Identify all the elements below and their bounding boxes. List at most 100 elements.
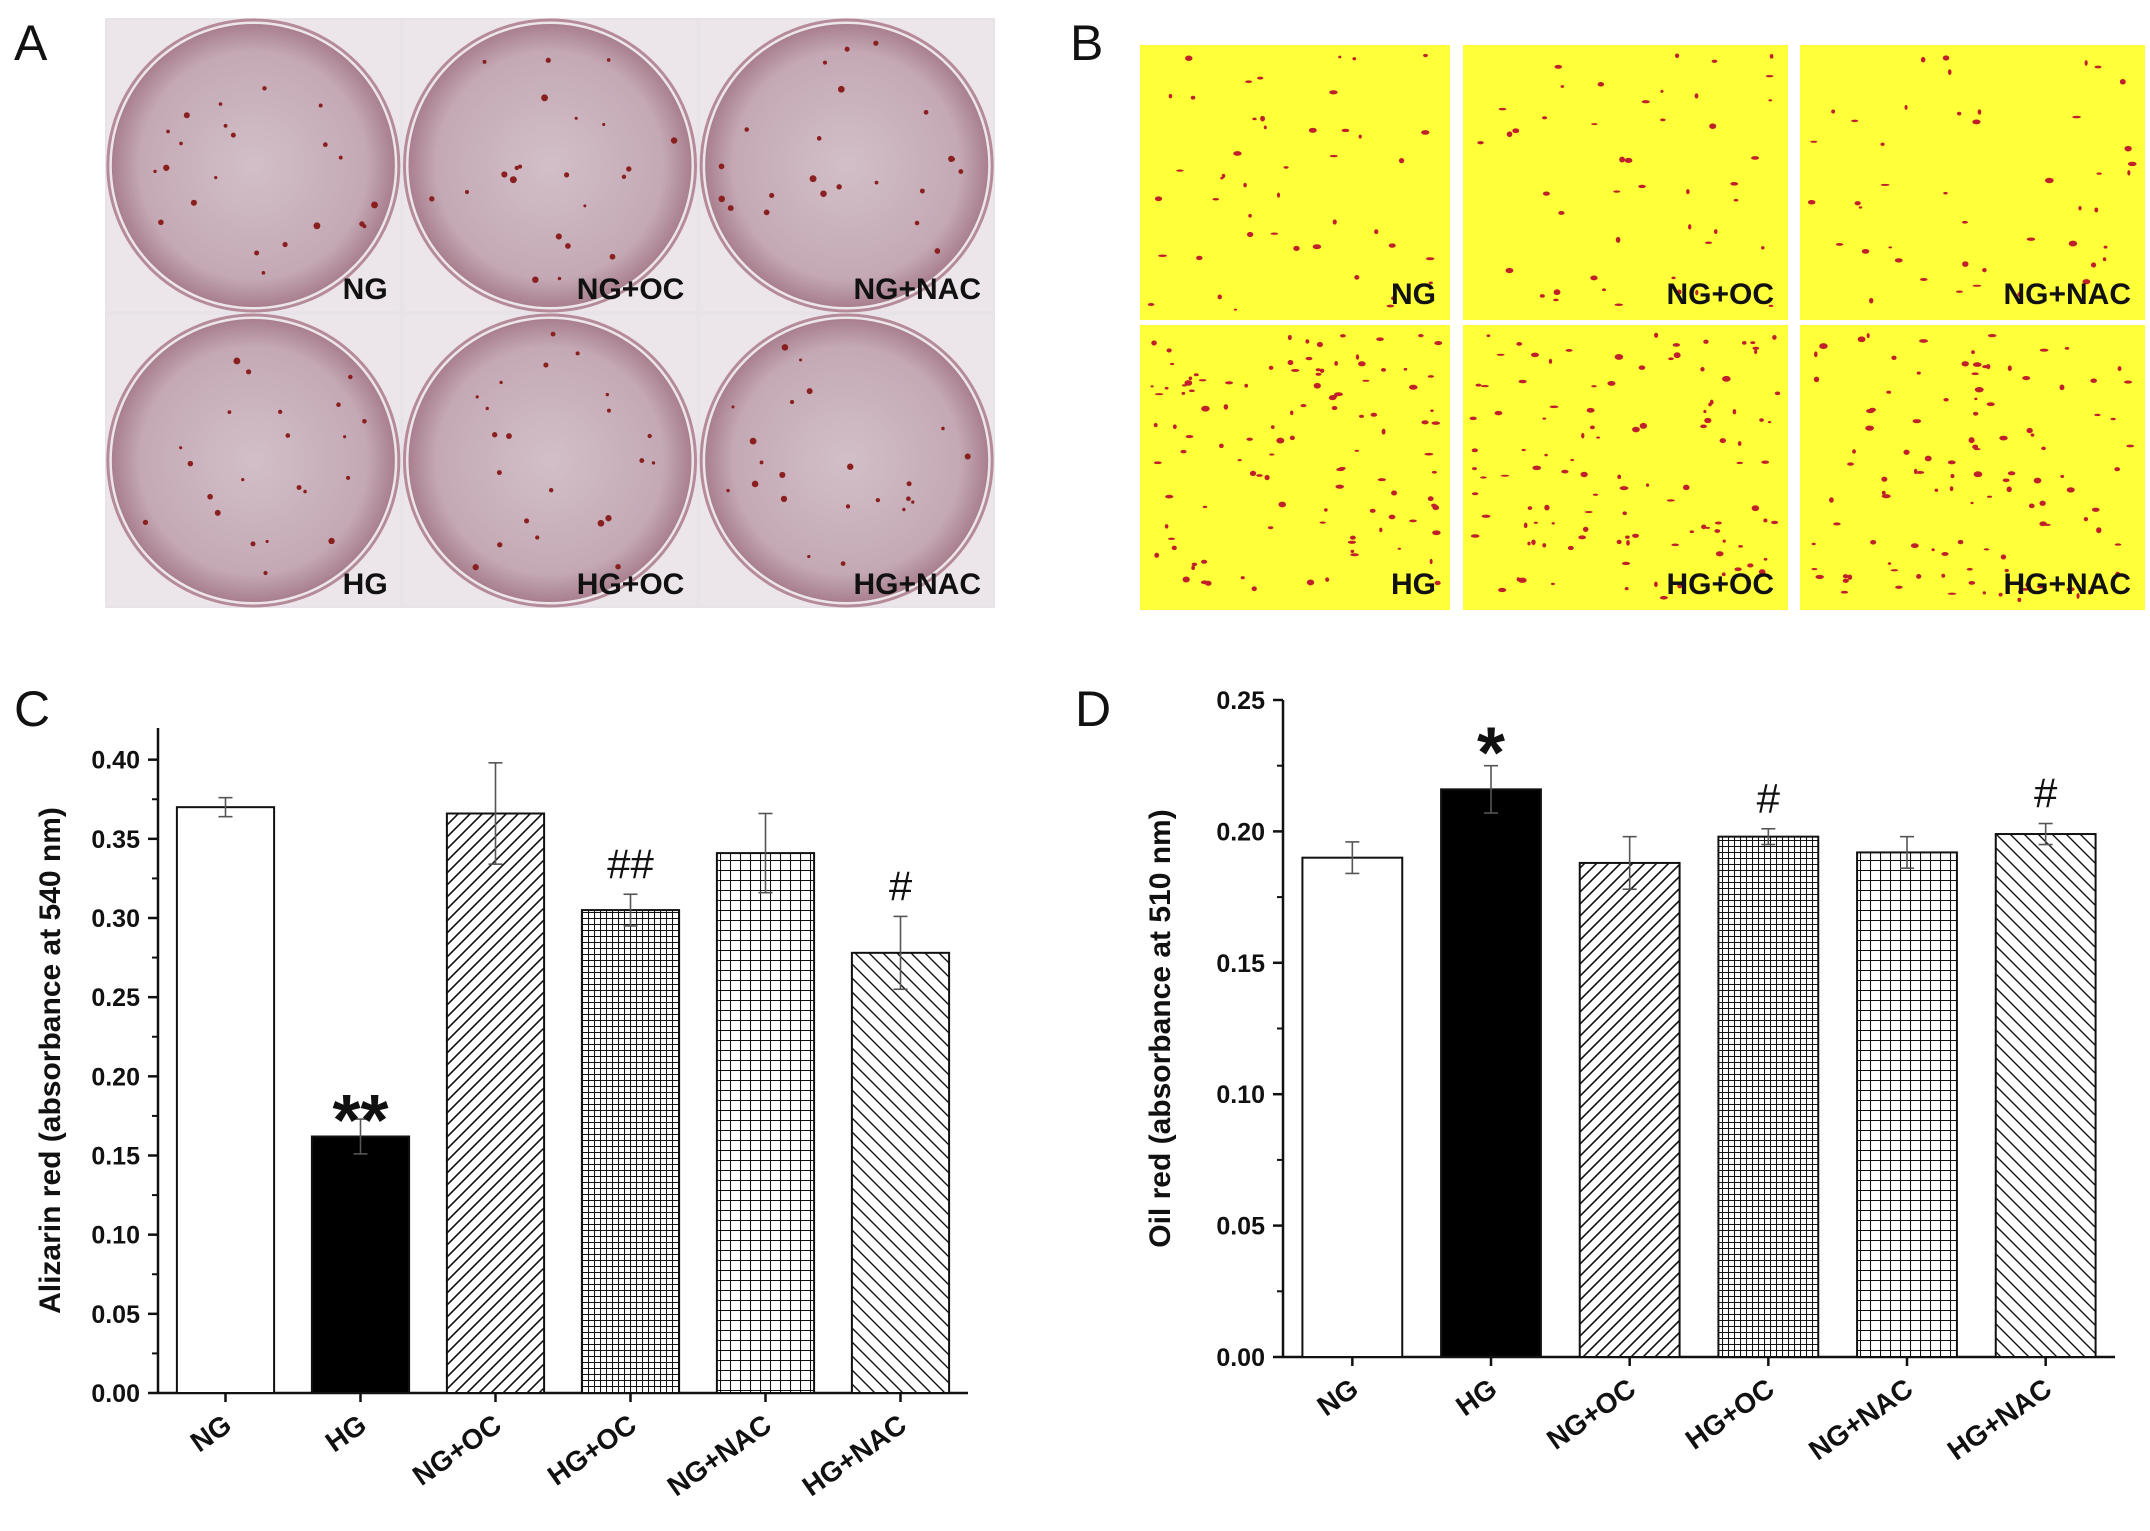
stain-spot — [1709, 123, 1717, 129]
stain-spot — [1153, 461, 1162, 465]
stain-spot — [1955, 290, 1963, 293]
stain-spot — [1763, 557, 1768, 561]
stain-spot — [1758, 569, 1766, 575]
stain-dot — [606, 408, 611, 413]
stain-spot — [1251, 586, 1257, 592]
stain-spot — [1532, 465, 1542, 471]
stain-spot — [2064, 346, 2070, 350]
stain-spot — [1968, 437, 1975, 444]
stain-spot — [1632, 533, 1639, 538]
stain-spot — [1987, 334, 1997, 338]
stain-spot — [1567, 545, 1574, 551]
stain-spot — [1674, 53, 1680, 58]
stain-spot — [1201, 405, 1210, 412]
stain-spot — [1475, 383, 1482, 387]
stain-spot — [2066, 487, 2075, 493]
x-tick-label: HG+OC — [542, 1409, 642, 1492]
stain-spot — [1338, 466, 1346, 470]
stain-spot — [2114, 467, 2121, 472]
y-tick-label: 0.35 — [91, 826, 140, 854]
stain-dot — [517, 164, 523, 169]
stain-spot — [1761, 460, 1770, 464]
stain-spot — [1470, 534, 1480, 538]
x-tick-label: NG+NAC — [1803, 1373, 1918, 1467]
stain-dot — [499, 380, 503, 385]
stain-spot — [1506, 131, 1513, 138]
stain-spot — [1842, 578, 1849, 583]
stain-spot — [2041, 446, 2046, 451]
significance-mark: ## — [607, 840, 654, 887]
stain-spot — [1403, 367, 1408, 371]
well-label: HG — [343, 568, 388, 601]
bar-ng-nac — [715, 852, 816, 1394]
stain-dot — [605, 515, 612, 522]
significance-mark: ** — [332, 1081, 388, 1161]
stain-spot — [1176, 169, 1184, 172]
stain-spot — [1814, 351, 1818, 358]
stain-dot — [246, 369, 252, 375]
stain-spot — [1869, 297, 1874, 304]
stain-spot — [1591, 123, 1598, 126]
stain-dot — [506, 433, 512, 440]
stain-spot — [1380, 368, 1387, 372]
micrograph — [1140, 45, 1450, 320]
stain-spot — [1973, 471, 1983, 478]
stain-spot — [1708, 402, 1712, 407]
stain-dot — [241, 477, 245, 482]
stain-dot — [840, 561, 846, 566]
stain-spot — [1722, 539, 1726, 543]
significance-mark: * — [1477, 714, 1505, 794]
panel-b-micrographs: NG NG+OC NG+NAC HG HG+OC HG+NAC — [1140, 45, 2145, 610]
stain-spot — [2006, 486, 2012, 493]
stain-spot — [1432, 530, 1441, 536]
stain-spot — [1614, 303, 1624, 306]
micrograph-label: NG+NAC — [2003, 278, 2131, 311]
panel-letter-b: B — [1070, 15, 1104, 71]
stain-spot — [1243, 182, 1247, 188]
stain-spot — [1941, 573, 1946, 578]
stain-spot — [1977, 109, 1982, 115]
bar-hg-oc — [1717, 835, 1820, 1358]
stain-dot — [789, 399, 795, 405]
stain-dot — [807, 554, 811, 559]
stain-dot — [626, 166, 632, 172]
stain-dot — [847, 463, 854, 470]
stain-spot — [1733, 198, 1739, 202]
stain-spot — [1734, 567, 1742, 572]
stain-spot — [1190, 95, 1196, 100]
stain-spot — [1614, 354, 1624, 360]
stain-spot — [1512, 128, 1520, 134]
stain-spot — [1287, 360, 1294, 366]
stain-dot — [779, 471, 786, 478]
stain-spot — [1715, 551, 1724, 557]
stain-spot — [1369, 508, 1376, 513]
stain-spot — [1895, 585, 1903, 589]
stain-spot — [1947, 69, 1952, 75]
stain-spot — [2017, 292, 2021, 297]
micrograph — [1800, 45, 2145, 320]
stain-spot — [1421, 130, 1430, 135]
stain-spot — [1355, 354, 1360, 360]
stain-spot — [1154, 393, 1164, 396]
stain-dot — [346, 475, 351, 480]
stain-spot — [1315, 372, 1322, 376]
stain-spot — [1300, 404, 1307, 408]
micrograph — [1800, 325, 2145, 610]
stain-dot — [670, 137, 678, 144]
stain-dot — [254, 250, 260, 256]
stain-spot — [1498, 107, 1507, 111]
stain-dot — [265, 539, 269, 544]
stain-dot — [749, 437, 757, 445]
stain-spot — [2007, 365, 2012, 372]
stain-spot — [2083, 517, 2089, 522]
stain-spot — [1165, 494, 1174, 499]
stain-spot — [1240, 576, 1245, 580]
x-tick-label: HG+OC — [1680, 1373, 1780, 1456]
stain-spot — [1338, 55, 1342, 59]
y-tick-label: 0.00 — [91, 1380, 140, 1408]
stain-spot — [1686, 189, 1690, 195]
stain-spot — [1613, 190, 1621, 193]
stain-spot — [1305, 339, 1310, 344]
stain-spot — [1339, 334, 1346, 338]
